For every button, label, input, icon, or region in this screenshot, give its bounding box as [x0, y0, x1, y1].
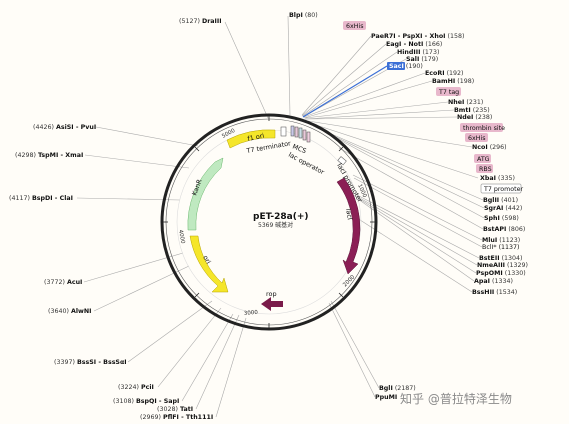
site-pflfi[interactable]: (2969) PflFI - Tth111I [140, 414, 213, 421]
site-sphi[interactable]: SphI (598) [484, 215, 519, 222]
plasmid-name: pET-28a(+) [253, 212, 309, 222]
site-bsteii[interactable]: BstEII (1304) [479, 255, 523, 262]
saci-highlight-line [302, 65, 388, 118]
tag-t7-promoter[interactable]: T7 promoter [483, 186, 523, 193]
site-bspdi-clai[interactable]: (4117) BspDI - ClaI [9, 195, 73, 202]
site-alwni[interactable]: (3640) AlwNI [48, 308, 91, 315]
tick-1000: 1000 [356, 183, 367, 199]
site-blpi[interactable]: BlpI (80) [289, 12, 318, 19]
site-bcli[interactable]: BclI* (1137) [482, 244, 520, 251]
site-bglii[interactable]: BglII (401) [483, 197, 518, 204]
tick-3000: 3000 [244, 310, 259, 317]
mcs-region[interactable] [280, 125, 311, 143]
leader-lines [76, 15, 485, 418]
left-site-labels: (5127) DraIII (4426) AsiSI - PvuI (4298)… [9, 18, 222, 421]
site-ecori[interactable]: EcoRI (192) [425, 70, 464, 77]
site-saci[interactable]: SacI (190) [389, 63, 423, 70]
site-mlui[interactable]: MluI (1123) [482, 237, 520, 244]
site-ndei[interactable]: NdeI (238) [457, 114, 492, 121]
site-ncoi[interactable]: NcoI (296) [472, 144, 507, 151]
laci-feature[interactable] [336, 177, 361, 275]
tag-atg[interactable]: ATG [477, 156, 490, 163]
ori-feature[interactable] [189, 235, 229, 293]
site-bmti[interactable]: BmtI (235) [454, 107, 490, 114]
kanr-feature[interactable] [187, 157, 224, 231]
site-bgli[interactable]: BglI (2187) [379, 385, 416, 392]
site-apai[interactable]: ApaI (1334) [474, 278, 513, 285]
site-hindiii[interactable]: HindIII (173) [397, 49, 439, 56]
site-sali[interactable]: SalI (179) [406, 56, 438, 63]
watermark: 知乎 @普拉特泽生物 [400, 391, 512, 406]
right-site-labels: BlpI (80) 6xHis PaeR7I - PspXI - XhoI (1… [289, 12, 528, 401]
laci-label: lacI [344, 208, 354, 221]
site-bsssi[interactable]: (3397) BssSI - BssSαI [54, 359, 127, 366]
site-tati[interactable]: (3028) TatI [157, 406, 193, 413]
site-pspomi[interactable]: PspOMI (1330) [476, 270, 526, 277]
rop-label: rop [266, 290, 277, 298]
tag-6xhis-top[interactable]: 6xHis [346, 23, 364, 30]
plasmid-length: 5369 碱基对 [258, 221, 293, 229]
site-acui[interactable]: (3772) AcuI [44, 279, 82, 286]
lac-operator-label: lac operator [287, 151, 326, 177]
tag-t7[interactable]: T7 tag [438, 89, 459, 96]
site-noti[interactable]: EagI - NotI (166) [386, 41, 442, 48]
tick-4000: 4000 [177, 229, 185, 244]
site-bamhi[interactable]: BamHI (198) [432, 78, 474, 85]
site-ppumi[interactable]: PpuMI [375, 394, 397, 401]
site-xbai[interactable]: XbaI (335) [480, 175, 515, 182]
site-nmeaiii[interactable]: NmeAIII (1329) [477, 262, 528, 269]
site-pcii[interactable]: (3224) PciI [118, 384, 154, 391]
tag-rbs[interactable]: RBS [479, 166, 492, 173]
site-nhei[interactable]: NheI (231) [448, 99, 483, 106]
site-bstapi[interactable]: BstAPI (806) [483, 226, 525, 233]
laci-promoter-box[interactable] [337, 156, 347, 166]
site-xhoi[interactable]: PaeR7I - PspXI - XhoI (158) [371, 33, 464, 40]
site-tspmi-xmai[interactable]: (4298) TspMI - XmaI [15, 152, 83, 159]
ori-label: ori [201, 254, 212, 265]
f1-ori-label: f1 ori [247, 132, 265, 143]
site-bsshii[interactable]: BssHII (1534) [472, 289, 517, 296]
site-asisi-pvui[interactable]: (4426) AsiSI - PvuI [33, 124, 96, 131]
tag-thrombin[interactable]: thrombin site [463, 125, 505, 132]
f1-ori-feature[interactable] [226, 129, 276, 149]
rop-feature[interactable] [261, 297, 283, 311]
tick-marks [162, 115, 376, 329]
site-draiii[interactable]: (5127) DraIII [179, 18, 222, 25]
site-bspqi-sapi[interactable]: (3108) BspQI - SapI [113, 398, 179, 405]
site-sgrai[interactable]: SgrAI (442) [484, 205, 522, 212]
tag-6xhis-mid[interactable]: 6xHis [468, 135, 486, 142]
